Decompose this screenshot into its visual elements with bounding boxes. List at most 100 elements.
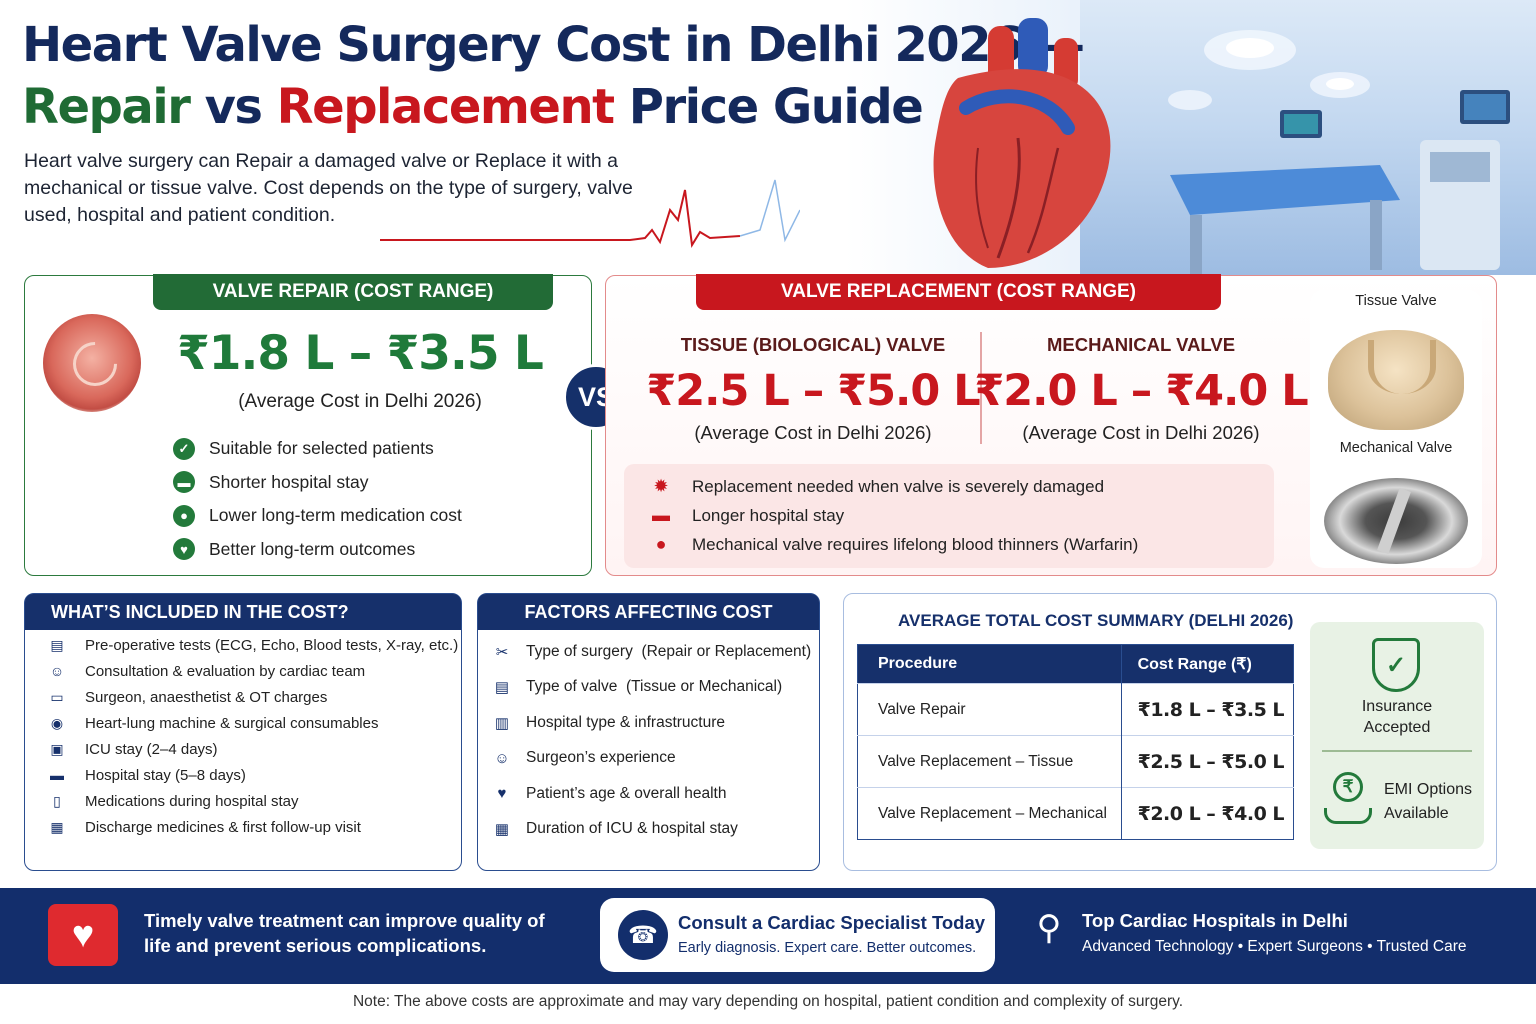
list-item: ▦ Discharge medicines & first follow-up v…: [47, 814, 458, 840]
table-row: Valve Repair ₹1.8 L – ₹3.5 L: [857, 683, 1294, 736]
note-text: Replacement needed when valve is severel…: [692, 476, 1105, 496]
list-item: ▯ Medications during hospital stay: [47, 788, 458, 814]
list-item: ▭ Surgeon, anaesthetist & OT charges: [47, 684, 458, 710]
procedure-header: Procedure: [857, 644, 1122, 684]
factors-list: ✂ Type of surgery (Repair or Replacement)…: [492, 634, 811, 847]
included-title: WHAT’S INCLUDED IN THE COST?: [25, 594, 461, 630]
top-hospitals-title: Top Cardiac Hospitals in Delhi: [1082, 910, 1348, 931]
list-item: ♥ Better long-term outcomes: [173, 533, 462, 567]
insurance-text: Insurance Accepted: [1310, 696, 1484, 738]
heart-care-icon: ♥: [48, 904, 118, 966]
list-item: ✂ Type of surgery (Repair or Replacement): [492, 634, 811, 670]
consult-specialist-button[interactable]: ☎ Consult a Cardiac Specialist Today Ear…: [600, 898, 995, 972]
title-line-2: Repair vs Replacement Price Guide: [22, 76, 1084, 138]
rupee-hand-icon: ₹: [1324, 772, 1372, 830]
title-replacement: Replacement: [276, 79, 615, 135]
included-item-text: Pre-operative tests (ECG, Echo, Blood te…: [85, 636, 459, 654]
mechanical-valve-column: MECHANICAL VALVE ₹2.0 L – ₹4.0 L (Averag…: [966, 334, 1316, 444]
included-item-text: Heart-lung machine & surgical consumable…: [85, 714, 379, 732]
table-header-row: Procedure Cost Range (₹): [857, 644, 1294, 684]
table-row: Valve Replacement – Tissue ₹2.5 L – ₹5.0…: [857, 735, 1294, 788]
cost-cell: ₹2.5 L – ₹5.0 L: [1120, 735, 1294, 788]
cost-summary-card: AVERAGE TOTAL COST SUMMARY (DELHI 2026) …: [843, 593, 1497, 871]
benefit-text: Lower long-term medication cost: [209, 505, 462, 526]
table-row: Valve Replacement – Mechanical ₹2.0 L – …: [857, 787, 1294, 840]
factor-text: Type of surgery (Repair or Replacement): [526, 642, 812, 660]
operating-table-icon: ▭: [50, 688, 64, 705]
title-line-1: Heart Valve Surgery Cost in Delhi 2026 —: [22, 17, 1085, 73]
mechanical-valve-image: [1324, 478, 1468, 564]
replacement-notes-list: ✹ Replacement needed when valve is severe…: [624, 464, 1274, 568]
factor-text: Duration of ICU & hospital stay: [526, 820, 738, 838]
location-pin-icon: ⚲: [1036, 909, 1062, 947]
gear-icon: ✹: [653, 476, 669, 496]
list-item: ☺ Consultation & evaluation by cardiac te…: [47, 658, 458, 684]
factor-text: Hospital type & infrastructure: [526, 713, 726, 731]
list-item: ▦ Duration of ICU & hospital stay: [492, 812, 811, 848]
heart-health-icon: ♥: [497, 785, 507, 803]
top-hospitals-subtitle: Advanced Technology • Expert Surgeons • …: [1082, 938, 1467, 955]
replacement-tab-title: VALVE REPLACEMENT (COST RANGE): [696, 274, 1221, 310]
benefit-text: Better long-term outcomes: [209, 538, 416, 559]
repair-average-note: (Average Cost in Delhi 2026): [238, 391, 482, 412]
title-vs: vs: [189, 79, 277, 135]
list-item: ● Mechanical valve requires lifelong bloo…: [650, 530, 1274, 559]
insurance-emi-panel: ✓ Insurance Accepted ₹ EMI Options Avail…: [1310, 622, 1484, 849]
list-item: ▬ Longer hospital stay: [650, 501, 1274, 530]
page-title: Heart Valve Surgery Cost in Delhi 2026 —…: [22, 14, 1085, 138]
included-item-text: Medications during hospital stay: [85, 792, 299, 810]
tissue-valve-label: Tissue Valve: [1355, 293, 1437, 309]
emi-text: EMI Options Available: [1384, 778, 1472, 826]
ecg-line: [380, 179, 800, 248]
list-item: ✹ Replacement needed when valve is severe…: [650, 472, 1274, 501]
emi-line-2: Available: [1384, 805, 1449, 822]
emi-line-1: EMI Options: [1384, 781, 1473, 798]
mechanical-valve-price: ₹2.0 L – ₹4.0 L: [974, 366, 1308, 416]
consult-title: Consult a Cardiac Specialist Today: [678, 912, 986, 933]
column-divider: [980, 332, 982, 444]
valve-icon: ▤: [494, 679, 510, 697]
repair-benefits-list: ✓ Suitable for selected patients ▬ Shorter…: [173, 432, 462, 566]
cost-cell: ₹1.8 L – ₹3.5 L: [1120, 683, 1294, 736]
heart-lung-machine-icon: ◉: [50, 714, 64, 731]
clipboard-icon: ▤: [50, 636, 64, 653]
bed-icon: ▬: [652, 505, 670, 525]
medicine-bottle-icon: ▯: [53, 792, 61, 809]
included-item-text: Surgeon, anaesthetist & OT charges: [85, 688, 328, 706]
repair-price: ₹1.8 L – ₹3.5 L: [177, 326, 544, 381]
title-tail: Price Guide: [613, 79, 924, 135]
hospital-icon: ▥: [494, 714, 510, 732]
mechanical-valve-average-note: (Average Cost in Delhi 2026): [1022, 422, 1260, 443]
list-item: ▬ Hospital stay (5–8 days): [47, 762, 458, 788]
blood-drop-icon: ●: [655, 534, 667, 554]
valve-images-panel: Tissue Valve Mechanical Valve: [1310, 290, 1482, 568]
procedure-cell: Valve Replacement – Tissue: [857, 735, 1122, 788]
tissue-valve-average-note: (Average Cost in Delhi 2026): [694, 422, 932, 443]
footer-message: Timely valve treatment can improve quali…: [144, 910, 545, 956]
tools-icon: ✂: [495, 643, 509, 661]
bed-icon: ▬: [50, 767, 64, 783]
list-item: ☺ Surgeon’s experience: [492, 741, 811, 777]
tissue-valve-column: TISSUE (BIOLOGICAL) VALVE ₹2.5 L – ₹5.0 …: [638, 334, 988, 444]
list-item: ▣ ICU stay (2–4 days): [47, 736, 458, 762]
list-item: ✓ Suitable for selected patients: [173, 432, 462, 466]
list-item: ▤ Type of valve (Tissue or Mechanical): [492, 670, 811, 706]
factors-title: FACTORS AFFECTING COST: [478, 594, 819, 630]
list-item: ▤ Pre-operative tests (ECG, Echo, Blood t…: [47, 632, 458, 658]
calendar-icon: ▦: [494, 821, 510, 839]
intro-text: Heart valve surgery can Repair a damaged…: [24, 150, 633, 226]
repaired-valve-image: [43, 314, 141, 412]
operating-room-image: [1080, 0, 1536, 275]
calendar-icon: ▦: [50, 818, 64, 835]
included-cost-card: WHAT’S INCLUDED IN THE COST? ▤ Pre-operat…: [24, 593, 462, 871]
check-icon: ✓: [173, 437, 195, 460]
included-item-text: Hospital stay (5–8 days): [85, 766, 246, 784]
disclaimer-note: Note: The above costs are approximate an…: [352, 993, 1184, 1010]
factor-text: Type of valve (Tissue or Mechanical): [526, 678, 783, 696]
insurance-line-1: Insurance: [1361, 698, 1433, 715]
summary-table: Procedure Cost Range (₹) Valve Repair ₹1…: [857, 644, 1294, 840]
note-text: Mechanical valve requires lifelong blood…: [692, 534, 1139, 554]
icu-monitor-icon: ▣: [50, 740, 64, 757]
insurance-line-2: Accepted: [1363, 719, 1431, 736]
footer-band: ♥ Timely valve treatment can improve qua…: [0, 888, 1536, 984]
